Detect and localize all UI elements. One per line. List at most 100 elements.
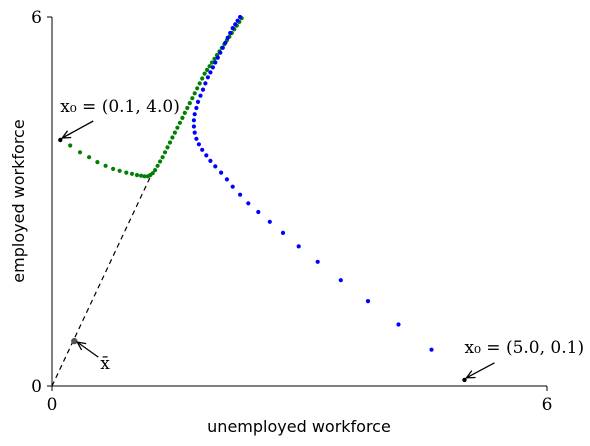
data-point <box>162 150 168 155</box>
data-point <box>200 76 205 81</box>
annotation-arrowhead-steady-state <box>76 341 87 351</box>
y-axis-label: employed workforce <box>9 119 28 282</box>
data-point <box>170 135 175 140</box>
annotation-arrow-a <box>61 120 94 139</box>
data-point <box>204 153 209 158</box>
data-point <box>87 155 92 160</box>
data-point <box>190 96 195 101</box>
y-tick-label-0: 0 <box>31 377 42 397</box>
x-axis-label: unemployed workforce <box>207 417 391 436</box>
data-point <box>95 160 100 165</box>
data-point <box>215 55 220 60</box>
data-point <box>209 60 215 65</box>
data-point <box>235 18 240 23</box>
x-tick-label-1: 6 <box>542 395 553 415</box>
series-layer <box>58 14 467 383</box>
data-point <box>191 124 196 129</box>
data-point <box>208 70 213 75</box>
data-point <box>213 60 218 65</box>
data-point <box>296 244 301 249</box>
data-point <box>153 168 158 173</box>
data-point <box>134 173 140 178</box>
data-point <box>198 93 203 98</box>
y-tick-label-1: 6 <box>31 8 42 28</box>
data-point <box>205 75 210 80</box>
data-point <box>197 81 202 86</box>
annotation-layer: x₀ = (0.1, 4.0) x₀ = (5.0, 0.1) x̄ <box>60 97 585 379</box>
x-tick-label-0: 0 <box>47 395 58 415</box>
data-point <box>180 115 185 120</box>
annotation-arrowhead-a <box>60 130 72 139</box>
data-point <box>223 40 228 45</box>
data-point <box>280 230 286 235</box>
data-point <box>77 150 83 155</box>
series-1 <box>191 14 467 383</box>
data-point <box>185 105 190 111</box>
data-point <box>219 170 224 175</box>
data-point <box>175 125 180 130</box>
data-point <box>208 158 213 163</box>
data-point <box>160 155 165 160</box>
data-point <box>177 120 182 125</box>
annotation-arrow-steady-state <box>76 341 99 358</box>
data-point <box>365 299 371 304</box>
steady-state-point <box>71 337 78 345</box>
data-point <box>220 45 225 50</box>
data-point <box>139 173 144 178</box>
data-point <box>238 14 243 20</box>
data-point <box>191 118 196 123</box>
data-point <box>267 219 272 224</box>
data-point <box>218 50 223 55</box>
annotation-label-b: x₀ = (5.0, 0.1) <box>465 338 585 358</box>
annotation-arrow-b <box>466 362 495 379</box>
data-point <box>396 322 401 327</box>
data-point <box>230 184 235 189</box>
data-point <box>256 209 261 215</box>
data-point <box>129 171 135 176</box>
data-point <box>111 166 116 171</box>
data-point <box>338 278 343 283</box>
data-point <box>192 91 197 96</box>
data-point <box>195 99 201 104</box>
data-point <box>187 101 192 106</box>
data-point <box>429 347 434 352</box>
data-point <box>200 147 205 152</box>
data-point <box>192 130 197 135</box>
data-point <box>233 22 238 27</box>
data-point <box>195 86 200 91</box>
data-point <box>172 130 177 135</box>
initial-point-0 <box>58 137 63 143</box>
data-point <box>246 201 251 206</box>
annotation-label-a: x₀ = (0.1, 4.0) <box>60 97 180 117</box>
steady-state-ray <box>51 171 154 387</box>
data-point <box>315 259 320 264</box>
data-point <box>155 163 160 168</box>
data-point <box>230 26 235 31</box>
data-point <box>68 143 73 148</box>
data-point <box>192 112 197 117</box>
data-point <box>225 35 230 41</box>
data-point <box>207 64 212 69</box>
data-point <box>210 65 215 70</box>
data-point <box>182 110 187 115</box>
data-point <box>238 192 243 197</box>
initial-point-1 <box>462 377 467 383</box>
data-point <box>196 142 201 147</box>
data-point <box>124 170 129 175</box>
data-point <box>167 140 173 145</box>
data-point <box>194 136 199 141</box>
steady-state-label: x̄ <box>100 354 110 374</box>
data-point <box>142 174 147 179</box>
data-point <box>165 145 170 150</box>
data-point <box>200 87 206 92</box>
data-point <box>228 30 233 36</box>
data-point <box>202 71 207 76</box>
data-point <box>212 56 217 61</box>
data-point <box>103 163 108 168</box>
annotation-arrowhead-b <box>465 370 476 379</box>
data-point <box>203 81 208 86</box>
data-point <box>150 171 155 176</box>
data-point <box>117 168 122 173</box>
data-point <box>213 164 218 169</box>
